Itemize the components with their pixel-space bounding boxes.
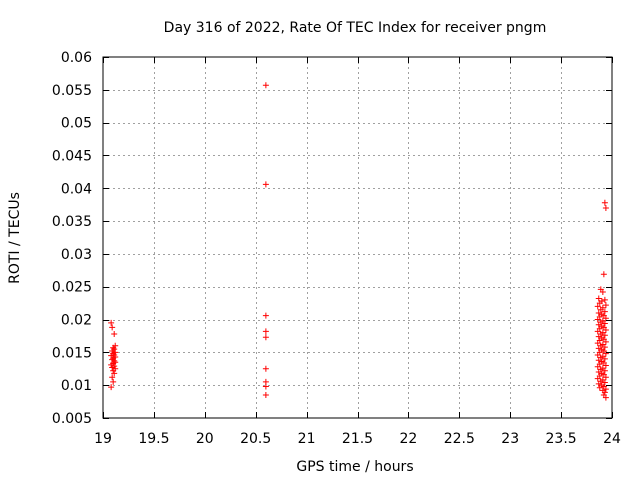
y-tick-label: 0.055 bbox=[52, 83, 92, 99]
grid-lines bbox=[103, 57, 612, 418]
data-point bbox=[108, 384, 115, 391]
data-point bbox=[599, 288, 606, 295]
data-point bbox=[594, 351, 601, 358]
data-point bbox=[262, 328, 269, 335]
data-point bbox=[596, 384, 603, 391]
data-point bbox=[601, 344, 608, 351]
chart-title: Day 316 of 2022, Rate Of TEC Index for r… bbox=[164, 20, 547, 36]
data-point bbox=[595, 309, 602, 316]
x-tick-label: 22 bbox=[399, 431, 417, 447]
data-point bbox=[109, 364, 116, 371]
x-tick-label: 20.5 bbox=[240, 431, 271, 447]
data-point bbox=[111, 357, 118, 364]
axis-ticks: 19 19.5 20 20.5 21 21.5 22 22.5 23 23.5 24 0.005 0.0… bbox=[52, 50, 621, 447]
y-tick-label: 0.015 bbox=[52, 345, 92, 361]
data-point bbox=[594, 375, 601, 382]
data-point bbox=[110, 378, 117, 385]
data-point bbox=[262, 181, 269, 188]
data-point bbox=[262, 392, 269, 399]
data-point bbox=[602, 327, 609, 334]
x-tick-label: 21.5 bbox=[342, 431, 373, 447]
data-point bbox=[262, 82, 269, 89]
y-tick-label: 0.02 bbox=[61, 313, 92, 329]
x-tick-label: 20 bbox=[196, 431, 214, 447]
data-point bbox=[262, 365, 269, 372]
data-point bbox=[594, 303, 601, 310]
data-point bbox=[600, 271, 607, 278]
data-point bbox=[595, 333, 602, 340]
data-point bbox=[601, 308, 608, 315]
x-tick-label: 23 bbox=[501, 431, 519, 447]
y-axis-label: ROTI / TECUs bbox=[7, 192, 23, 284]
data-point bbox=[601, 320, 608, 327]
data-point bbox=[597, 306, 604, 313]
data-point bbox=[602, 315, 609, 322]
data-point bbox=[601, 332, 608, 339]
data-point bbox=[596, 300, 603, 307]
x-tick-label: 19.5 bbox=[138, 431, 169, 447]
data-point bbox=[262, 312, 269, 319]
data-point bbox=[601, 355, 608, 362]
data-point bbox=[111, 370, 118, 377]
data-point bbox=[601, 199, 608, 206]
y-tick-label: 0.03 bbox=[61, 247, 92, 263]
data-point bbox=[601, 296, 608, 303]
x-tick-label: 21 bbox=[298, 431, 316, 447]
data-point bbox=[602, 394, 609, 401]
data-point bbox=[601, 379, 608, 386]
data-point bbox=[109, 348, 116, 355]
data-point bbox=[262, 334, 269, 341]
y-tick-label: 0.01 bbox=[61, 378, 92, 394]
data-point bbox=[108, 361, 115, 368]
data-points bbox=[108, 82, 609, 401]
y-tick-label: 0.04 bbox=[61, 181, 92, 197]
data-point bbox=[109, 374, 116, 381]
y-tick-label: 0.025 bbox=[52, 280, 92, 296]
data-point bbox=[595, 295, 602, 302]
data-point bbox=[111, 330, 118, 337]
data-point bbox=[109, 324, 116, 331]
data-point bbox=[595, 345, 602, 352]
x-tick-label: 23.5 bbox=[546, 431, 577, 447]
x-axis-label: GPS time / hours bbox=[296, 459, 413, 475]
data-point bbox=[110, 355, 117, 362]
y-tick-label: 0.045 bbox=[52, 148, 92, 164]
data-point bbox=[110, 367, 117, 374]
data-point bbox=[262, 383, 269, 390]
data-point bbox=[595, 369, 602, 376]
data-point bbox=[602, 338, 609, 345]
x-tick-label: 24 bbox=[603, 431, 621, 447]
y-tick-label: 0.06 bbox=[61, 50, 92, 66]
x-tick-label: 19 bbox=[94, 431, 112, 447]
data-point bbox=[602, 204, 609, 211]
y-tick-label: 0.05 bbox=[61, 116, 92, 132]
data-point bbox=[602, 374, 609, 381]
x-tick-label: 22.5 bbox=[444, 431, 475, 447]
y-tick-label: 0.035 bbox=[52, 214, 92, 230]
data-point bbox=[602, 302, 609, 309]
data-point bbox=[602, 362, 609, 369]
data-point bbox=[601, 367, 608, 374]
data-point bbox=[594, 340, 601, 347]
data-point bbox=[594, 316, 601, 323]
y-tick-label: 0.005 bbox=[52, 411, 92, 427]
data-point bbox=[601, 389, 608, 396]
data-point bbox=[595, 380, 602, 387]
data-point bbox=[594, 363, 601, 370]
data-point bbox=[602, 350, 609, 357]
data-point bbox=[110, 344, 117, 351]
data-point bbox=[595, 321, 602, 328]
data-point bbox=[594, 328, 601, 335]
data-point bbox=[595, 357, 602, 364]
plot-frame bbox=[102, 56, 613, 419]
data-point bbox=[602, 386, 609, 393]
data-point bbox=[108, 319, 115, 326]
